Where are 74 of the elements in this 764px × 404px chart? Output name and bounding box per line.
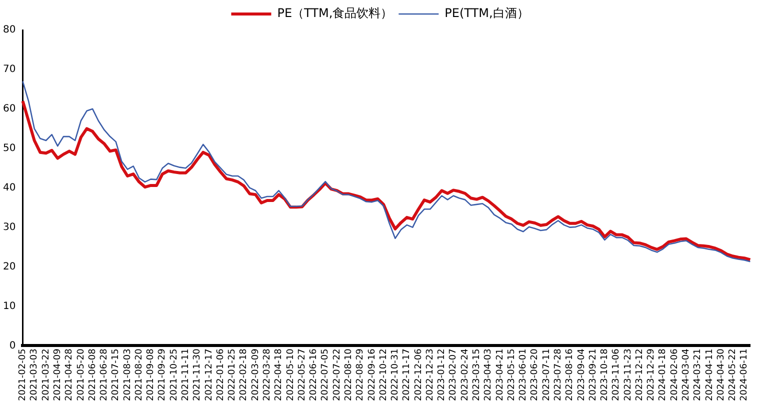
x-tick-label: 2023-01-12 bbox=[437, 348, 448, 402]
x-tick-label: 2023-05-15 bbox=[506, 348, 517, 402]
x-tick-label: 2023-08-16 bbox=[565, 348, 576, 402]
x-tick-label: 2022-10-31 bbox=[390, 348, 401, 402]
x-tick-label: 2022-11-17 bbox=[402, 348, 412, 402]
y-tick-label: 20 bbox=[2, 261, 16, 272]
x-tick-label: 2022-01-25 bbox=[228, 348, 238, 402]
x-tick-label: 2022-08-29 bbox=[356, 348, 366, 402]
x-tick-label: 2023-04-21 bbox=[495, 348, 506, 402]
x-tick-label: 2022-05-10 bbox=[286, 348, 296, 402]
x-tick-label: 2022-02-18 bbox=[239, 348, 250, 402]
x-tick-label: 2024-05-22 bbox=[728, 348, 738, 402]
x-tick-label: 2024-04-11 bbox=[704, 348, 715, 402]
x-tick-label: 2021-04-09 bbox=[52, 348, 63, 402]
x-tick-label: 2022-04-18 bbox=[274, 348, 284, 402]
x-tick-label: 2022-08-10 bbox=[344, 348, 354, 402]
x-tick-label: 2021-09-08 bbox=[146, 348, 156, 402]
x-tick-label: 2022-05-27 bbox=[297, 348, 308, 402]
y-tick-label: 40 bbox=[2, 182, 16, 194]
x-tick-label: 2023-10-18 bbox=[600, 348, 610, 402]
x-tick-label: 2021-08-20 bbox=[134, 348, 144, 402]
x-tick-label: 2024-04-30 bbox=[716, 348, 726, 402]
x-tick-label: 2024-06-11 bbox=[740, 348, 750, 402]
y-tick-label: 50 bbox=[2, 142, 16, 154]
x-tick-label: 2023-09-21 bbox=[588, 348, 598, 402]
legend-label: PE(TTM,白酒） bbox=[444, 6, 529, 20]
x-tick-label: 2021-06-08 bbox=[88, 348, 98, 402]
x-tick-label: 2021-10-25 bbox=[169, 348, 180, 402]
x-tick-label: 2022-09-16 bbox=[367, 348, 378, 402]
y-tick-label: 0 bbox=[9, 340, 16, 352]
x-tick-label: 2023-07-28 bbox=[553, 348, 564, 402]
x-tick-label: 2024-01-18 bbox=[658, 348, 668, 402]
x-tick-label: 2023-02-07 bbox=[448, 348, 459, 402]
x-tick-label: 2021-09-29 bbox=[158, 348, 168, 402]
x-tick-label: 2022-12-06 bbox=[414, 348, 424, 402]
x-tick-label: 2021-11-30 bbox=[192, 348, 203, 402]
x-tick-label: 2022-12-23 bbox=[425, 348, 436, 402]
x-tick-label: 2023-11-06 bbox=[612, 348, 622, 402]
y-tick-label: 30 bbox=[2, 222, 16, 233]
x-tick-label: 2023-06-20 bbox=[530, 348, 540, 402]
x-tick-label: 2023-12-29 bbox=[646, 348, 657, 402]
x-tick-label: 2022-10-12 bbox=[378, 348, 389, 402]
x-tick-label: 2021-02-05 bbox=[18, 348, 28, 402]
x-tick-label: 2021-03-22 bbox=[41, 348, 52, 402]
x-tick-label: 2023-02-24 bbox=[460, 348, 470, 402]
x-tick-label: 2023-06-01 bbox=[518, 348, 529, 402]
x-tick-label: 2022-07-05 bbox=[320, 348, 331, 402]
x-tick-label: 2022-01-06 bbox=[216, 348, 226, 402]
x-tick-label: 2022-07-22 bbox=[332, 348, 342, 402]
x-tick-label: 2023-09-04 bbox=[576, 348, 587, 402]
x-tick-label: 2023-07-11 bbox=[542, 348, 552, 402]
x-tick-label: 2021-04-28 bbox=[64, 348, 75, 402]
x-tick-label: 2021-05-20 bbox=[76, 348, 86, 402]
y-tick-label: 10 bbox=[2, 300, 16, 312]
x-tick-label: 2021-11-11 bbox=[181, 348, 192, 402]
x-tick-label: 2022-03-28 bbox=[262, 348, 272, 402]
x-tick-label: 2023-03-15 bbox=[472, 348, 482, 402]
x-tick-label: 2023-11-23 bbox=[623, 348, 634, 402]
x-tick-label: 2023-12-12 bbox=[634, 348, 645, 402]
x-tick-label: 2024-02-06 bbox=[670, 348, 680, 402]
x-tick-label: 2023-04-03 bbox=[484, 348, 494, 402]
x-tick-label: 2022-03-09 bbox=[250, 348, 261, 402]
x-tick-label: 2021-08-03 bbox=[122, 348, 133, 402]
x-tick-label: 2021-07-15 bbox=[111, 348, 122, 402]
x-tick-label: 2021-12-17 bbox=[204, 348, 214, 402]
x-tick-label: 2024-03-21 bbox=[693, 348, 704, 402]
y-tick-label: 70 bbox=[2, 64, 16, 76]
y-tick-label: 80 bbox=[2, 24, 16, 36]
x-tick-label: 2021-06-28 bbox=[100, 348, 110, 402]
y-tick-label: 60 bbox=[2, 104, 16, 115]
x-tick-label: 2022-06-16 bbox=[309, 348, 320, 402]
x-tick-label: 2021-03-03 bbox=[30, 348, 40, 402]
x-tick-label: 2024-03-04 bbox=[682, 348, 692, 402]
legend-label: PE（TTM,食品饮料） bbox=[277, 6, 393, 20]
